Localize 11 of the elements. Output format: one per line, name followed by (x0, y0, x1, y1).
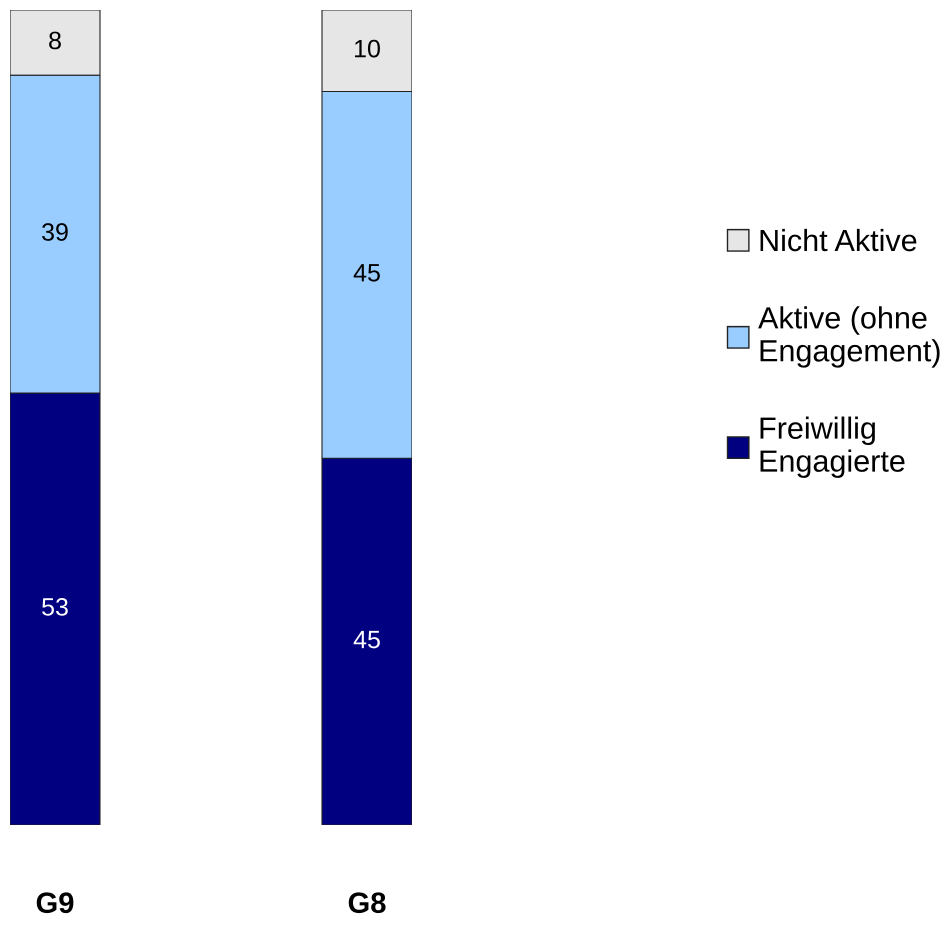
data-label: 8 (49, 32, 61, 50)
data-label: 45 (354, 264, 380, 282)
x-tick-label: G8 (348, 892, 386, 914)
data-label: 45 (354, 630, 380, 648)
legend-label: Freiwillig Engagierte (760, 416, 904, 478)
legend-label: Aktive (ohne Engagement) (758, 306, 940, 368)
data-label: 53 (42, 598, 68, 616)
legend-label: Nicht Aktive (760, 228, 916, 252)
x-tick-label: G9 (36, 892, 74, 914)
data-label: 39 (42, 223, 68, 241)
data-label: 10 (355, 40, 380, 58)
